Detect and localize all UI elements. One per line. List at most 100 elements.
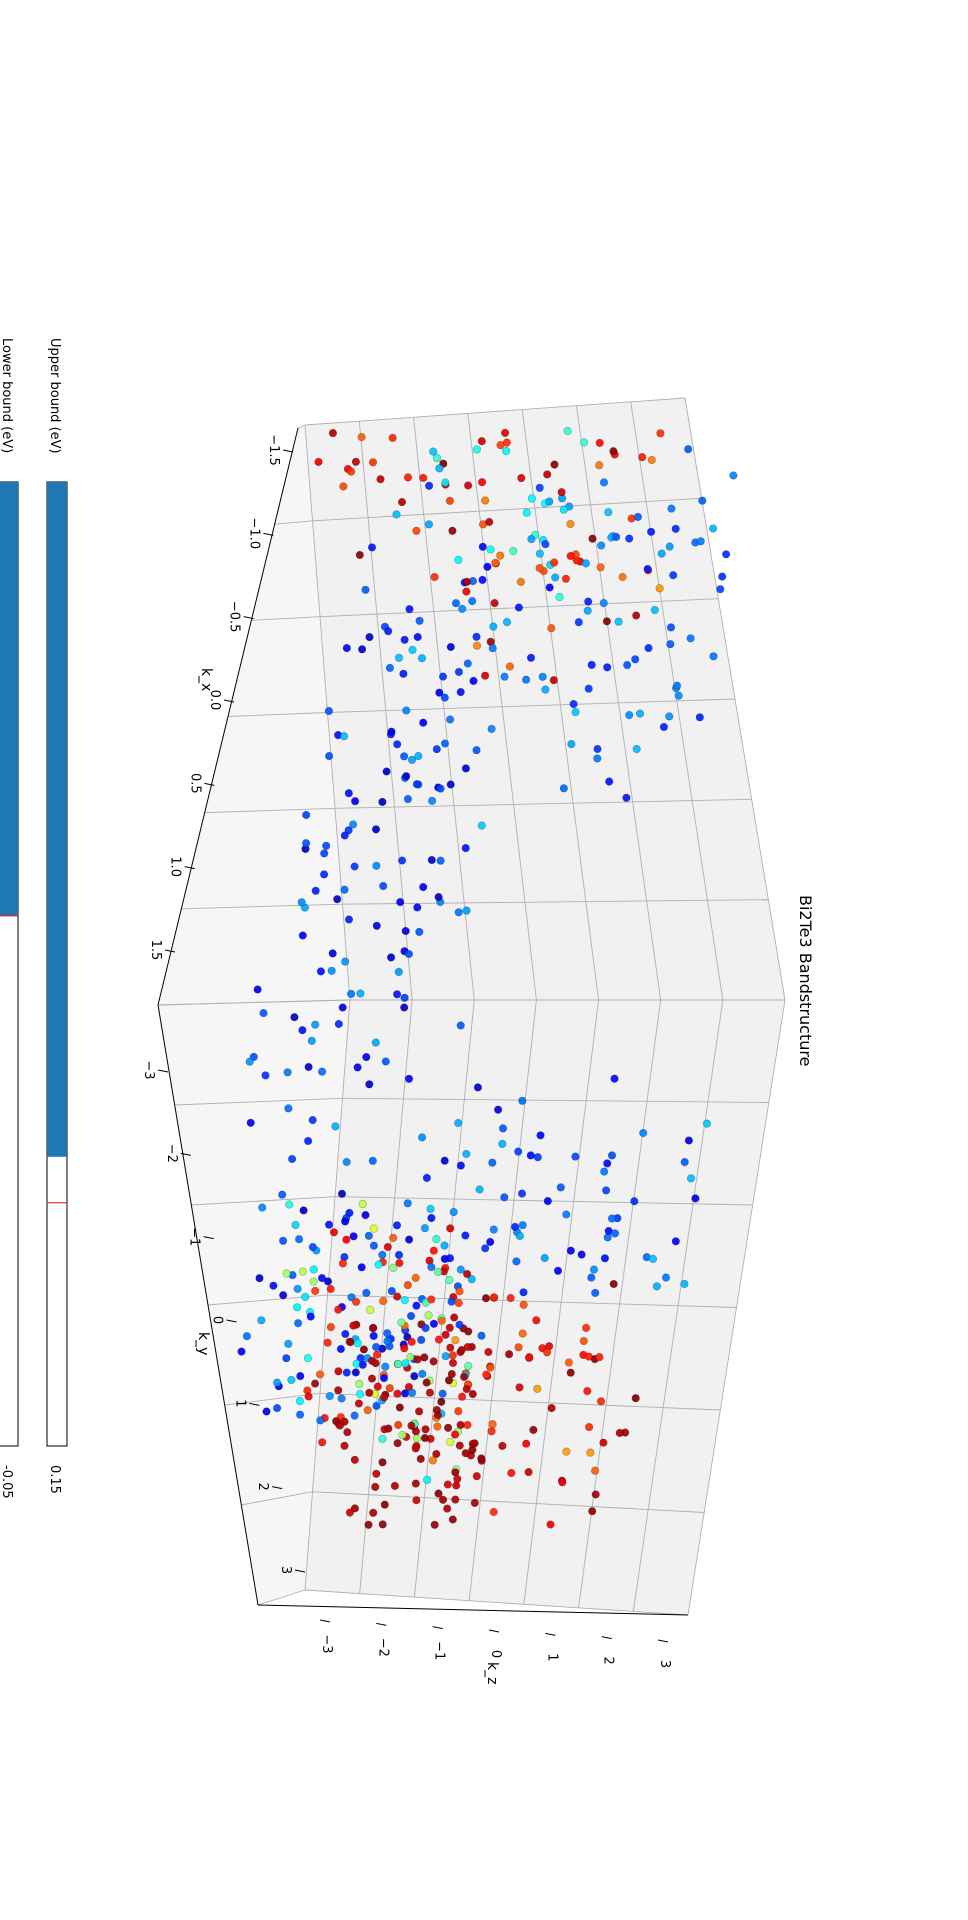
band-point [350,862,359,871]
band-point [354,1399,364,1408]
band-point [657,549,666,558]
axis-label-kx: k_x [198,668,214,691]
band-point [468,596,477,606]
band-point [680,1157,689,1167]
band-point [400,993,409,1002]
band-point [350,1411,359,1420]
band-point [702,1119,712,1128]
axis-label-ky: k_y [195,1332,211,1355]
band-point [505,1350,514,1359]
band-point [595,438,604,448]
band-point [401,926,410,936]
band-point [324,706,334,716]
tick-labels: −1.5 −1.0 −0.5 0.0 0.5 1.0 1.5 −3 −2 −1 0 1 2 3 −3 −2 −1… [141,434,672,1668]
band-point [417,654,427,663]
upper-bound-slider[interactable]: Upper bound (eV) 0.15 [46,338,68,1494]
band-point [416,1454,425,1463]
band-point [553,1266,563,1275]
band-point [489,1225,498,1234]
band-point [372,1469,381,1478]
band-point [485,517,494,527]
band-point [339,482,348,491]
band-point [334,1386,343,1395]
band-point [577,1250,586,1259]
band-point [392,510,401,519]
band-point [413,903,422,912]
band-point [422,1378,431,1387]
ky-tick-label: 3 [278,1566,293,1574]
band-point [284,1339,293,1348]
kz-tick-label: −3 [319,1634,334,1653]
band-point [283,1068,292,1077]
band-point [425,1388,435,1397]
band-point [317,1273,327,1283]
band-point [684,1136,694,1145]
band-point [402,706,411,715]
ky-tick [272,1486,283,1490]
axis-lines [157,427,689,1616]
band-point [562,1447,571,1456]
grid-line [157,999,351,1006]
band-point [419,882,428,892]
band-point [426,1204,435,1213]
band-point [318,1067,327,1076]
band-point [581,559,591,568]
band-point [522,1439,531,1448]
band-point [599,478,609,487]
band-point [607,1151,617,1160]
band-point [318,1438,327,1447]
band-point [340,831,349,840]
band-point [519,1288,528,1297]
band-point [491,558,500,567]
band-point [282,1269,291,1278]
band-point [432,454,442,463]
band-point [378,1250,387,1259]
band-point [417,1335,426,1344]
band-point [589,1265,599,1274]
band-point [609,447,618,456]
band-point [262,1407,271,1416]
band-point [440,1241,449,1250]
band-point [451,1336,460,1345]
band-point [680,1279,689,1288]
band-point [390,1481,400,1490]
band-point [477,1331,486,1340]
band-point [437,1316,446,1325]
band-point [674,691,683,700]
band-point [588,1507,597,1516]
lower-bound-slider[interactable]: Lower bound (eV) -0.05 [0,338,19,1499]
band-point [614,617,623,626]
kz-tick-label: −2 [375,1638,390,1657]
kz-tick [657,1639,669,1643]
grid-line [334,1196,753,1206]
band-point [709,652,718,661]
band-point [449,1207,458,1217]
band-point [540,1253,549,1263]
band-point [603,663,612,672]
band-point [437,1397,446,1406]
band-point [445,1323,454,1332]
band-point [456,1161,466,1170]
band-point [556,1183,565,1192]
band-point [383,1337,392,1346]
band-point [667,504,676,513]
band-point [397,498,407,507]
axes-3d[interactable]: −1.5 −1.0 −0.5 0.0 0.5 1.0 1.5 −3 −2 −1 0 1 2 3 −3 −2 −1… [141,397,786,1684]
band-point [419,718,428,727]
band-point [293,1284,302,1293]
band-point [547,1403,556,1413]
band-point [543,1196,552,1206]
band-point [345,1508,355,1517]
band-point [325,751,334,761]
band-point [477,437,486,446]
band-point [482,1370,491,1379]
band-point [643,564,652,574]
band-point [468,1389,477,1399]
upper-bound-value: 0.15 [47,1465,62,1494]
band-point [566,1246,575,1255]
band-point [383,1242,392,1252]
band-point [336,1344,346,1354]
band-point [446,1437,455,1447]
band-point [355,550,364,560]
kx-tick [204,782,215,786]
